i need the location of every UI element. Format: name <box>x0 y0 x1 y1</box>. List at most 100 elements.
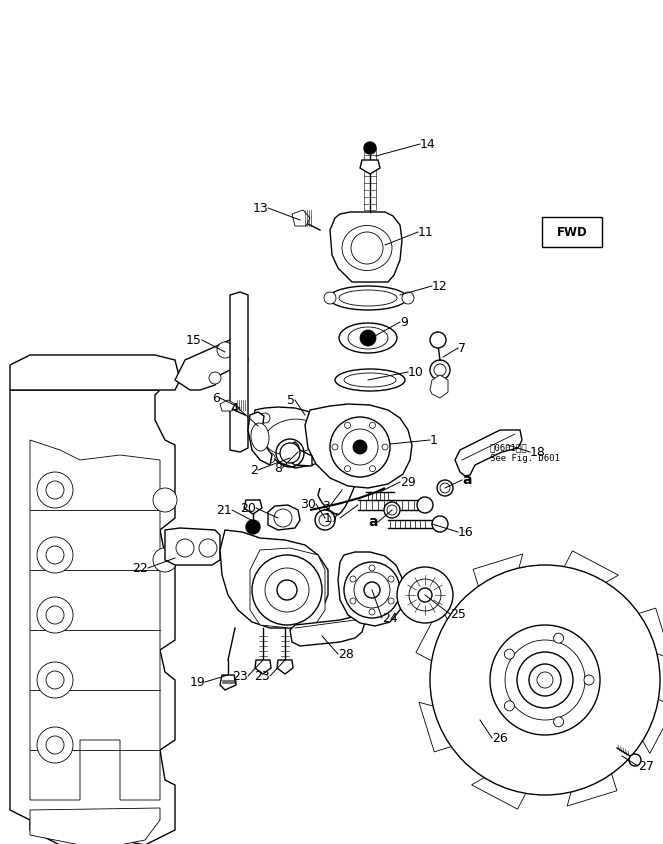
Circle shape <box>37 662 73 698</box>
Text: 図0601参照
See Fig. D601: 図0601参照 See Fig. D601 <box>490 443 560 463</box>
Circle shape <box>176 539 194 557</box>
Circle shape <box>430 360 450 380</box>
Circle shape <box>46 671 64 689</box>
PathPatch shape <box>473 554 522 647</box>
Circle shape <box>265 568 309 612</box>
Circle shape <box>252 555 322 625</box>
Circle shape <box>369 422 375 429</box>
Circle shape <box>388 576 394 582</box>
Circle shape <box>345 466 351 472</box>
Ellipse shape <box>342 225 392 270</box>
Circle shape <box>37 727 73 763</box>
Text: 15: 15 <box>186 333 202 347</box>
Text: 14: 14 <box>420 138 436 150</box>
Polygon shape <box>292 210 310 226</box>
Circle shape <box>490 625 600 735</box>
Polygon shape <box>175 340 248 390</box>
Circle shape <box>332 444 338 450</box>
Circle shape <box>434 364 446 376</box>
Polygon shape <box>30 808 160 844</box>
Text: 13: 13 <box>252 202 268 214</box>
Polygon shape <box>430 375 448 398</box>
Ellipse shape <box>339 323 397 353</box>
Circle shape <box>409 579 441 611</box>
Text: FWD: FWD <box>557 225 587 239</box>
Circle shape <box>505 649 514 659</box>
Circle shape <box>354 572 390 608</box>
Circle shape <box>387 505 397 515</box>
Text: 30: 30 <box>300 497 316 511</box>
Circle shape <box>37 472 73 508</box>
Ellipse shape <box>339 290 397 306</box>
Polygon shape <box>305 404 412 488</box>
Text: 10: 10 <box>408 365 424 378</box>
Circle shape <box>217 342 233 358</box>
Circle shape <box>529 664 561 696</box>
Circle shape <box>315 413 325 423</box>
PathPatch shape <box>602 670 663 754</box>
Circle shape <box>350 576 356 582</box>
Polygon shape <box>277 660 293 674</box>
Circle shape <box>364 582 380 598</box>
Circle shape <box>246 520 260 534</box>
Text: 19: 19 <box>189 675 205 689</box>
FancyBboxPatch shape <box>542 217 602 247</box>
Circle shape <box>345 422 351 429</box>
PathPatch shape <box>419 702 512 752</box>
Text: 28: 28 <box>338 647 354 661</box>
Polygon shape <box>10 390 175 844</box>
Circle shape <box>369 565 375 571</box>
Circle shape <box>277 580 297 600</box>
Circle shape <box>319 514 331 526</box>
Circle shape <box>402 292 414 304</box>
Polygon shape <box>244 500 262 514</box>
Circle shape <box>517 652 573 708</box>
Circle shape <box>369 466 375 472</box>
Ellipse shape <box>265 419 320 455</box>
Circle shape <box>418 588 432 602</box>
Circle shape <box>46 606 64 624</box>
Text: 11: 11 <box>418 225 434 239</box>
Text: 17: 17 <box>324 511 340 524</box>
Text: 18: 18 <box>530 446 546 458</box>
Circle shape <box>584 675 594 685</box>
Polygon shape <box>252 407 336 468</box>
Polygon shape <box>230 292 248 452</box>
Ellipse shape <box>251 423 269 451</box>
Text: 27: 27 <box>638 760 654 772</box>
Text: 3: 3 <box>322 500 330 512</box>
Circle shape <box>37 597 73 633</box>
Circle shape <box>430 565 660 795</box>
Circle shape <box>360 330 376 346</box>
Circle shape <box>46 736 64 754</box>
Circle shape <box>46 481 64 499</box>
Text: 24: 24 <box>382 612 398 625</box>
Text: 1: 1 <box>430 434 438 446</box>
Circle shape <box>364 142 376 154</box>
Text: a: a <box>369 515 378 529</box>
Circle shape <box>382 444 388 450</box>
Polygon shape <box>455 430 522 476</box>
Text: 8: 8 <box>274 462 282 474</box>
Circle shape <box>209 372 221 384</box>
Text: 23: 23 <box>232 669 248 683</box>
Text: 16: 16 <box>458 526 474 538</box>
PathPatch shape <box>578 609 663 657</box>
Polygon shape <box>268 505 300 530</box>
Polygon shape <box>220 530 328 628</box>
Ellipse shape <box>335 369 405 391</box>
Text: 26: 26 <box>492 732 508 744</box>
PathPatch shape <box>568 713 617 806</box>
Polygon shape <box>10 355 180 390</box>
Polygon shape <box>248 412 272 465</box>
Circle shape <box>554 717 564 727</box>
Text: 12: 12 <box>432 279 448 293</box>
Circle shape <box>274 509 292 527</box>
Text: 9: 9 <box>400 316 408 328</box>
Circle shape <box>350 598 356 604</box>
Text: 6: 6 <box>212 392 220 404</box>
Polygon shape <box>220 400 235 411</box>
Polygon shape <box>330 212 402 282</box>
Circle shape <box>46 546 64 564</box>
Circle shape <box>369 609 375 615</box>
